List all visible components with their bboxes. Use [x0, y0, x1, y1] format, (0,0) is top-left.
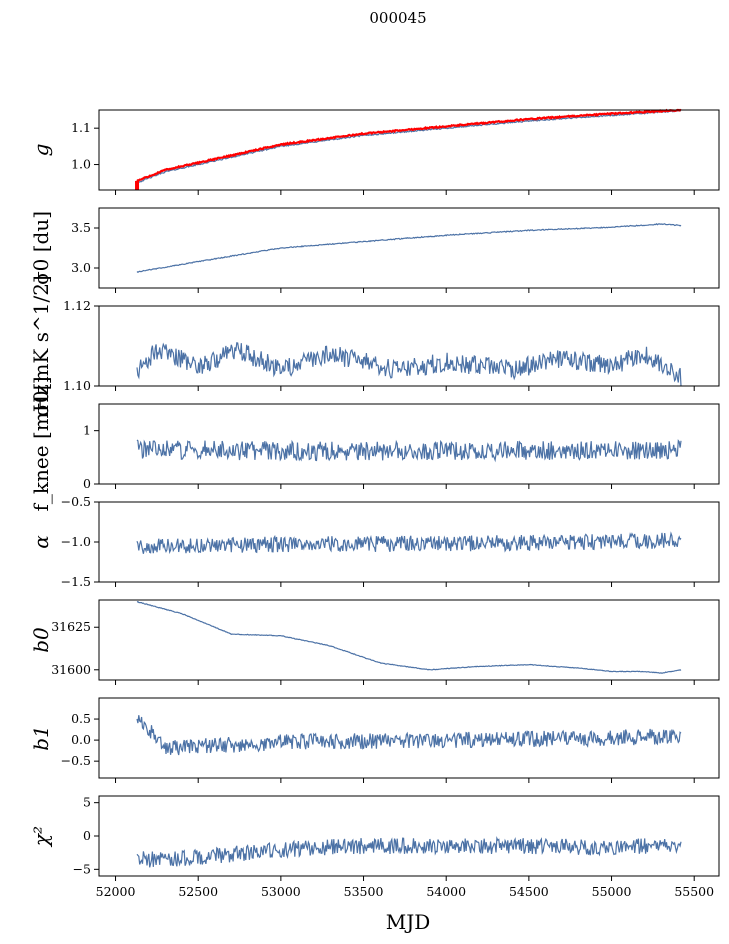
axes-frame — [98, 305, 720, 387]
series-line-5-1 — [136, 531, 682, 555]
y-axis-label: b1 — [29, 725, 53, 751]
axes-frame — [98, 697, 720, 779]
x-tick-label: 54500 — [509, 884, 549, 899]
series-line-2-1 — [136, 222, 682, 274]
y-tick-label: 1.1 — [71, 120, 91, 135]
y-tick-label: 1 — [83, 423, 91, 438]
y-tick-label: 0 — [83, 476, 91, 491]
y-tick-label: 1.12 — [63, 298, 91, 313]
x-tick-label: 55500 — [674, 884, 714, 899]
y-tick-label: −5 — [73, 861, 91, 876]
y-axis-label: g — [29, 144, 53, 157]
y-tick-label: 31600 — [51, 662, 91, 677]
panels: 1.0 1.1 g 3.0 3.5 σ0 [du] 1.10 1.12 σ0[mK s^1/2]… — [29, 108, 720, 899]
panel-4: 0 1 f_knee [mHz] — [29, 377, 720, 512]
axes-frame — [98, 501, 720, 583]
series-line-1-2 — [136, 108, 682, 182]
series-line-8-1 — [136, 836, 682, 868]
y-axis-label: α — [29, 535, 53, 549]
y-tick-label: 0.0 — [71, 732, 91, 747]
axes-frame — [98, 795, 720, 877]
x-tick-label: 53500 — [344, 884, 384, 899]
y-axis-label: χ² — [29, 826, 53, 848]
y-axis-label: f_knee [mHz] — [29, 377, 53, 512]
panel-8: −5 0 5 52000 52500 53000 53500 54000 54500 55000 5… — [29, 795, 720, 899]
y-tick-label: −0.5 — [61, 753, 91, 768]
x-tick-label: 54000 — [426, 884, 466, 899]
x-tick-label: 52500 — [178, 884, 218, 899]
series-line-1-1 — [136, 109, 681, 184]
axes-frame — [98, 599, 720, 681]
x-tick-label: 53000 — [261, 884, 301, 899]
y-tick-label: 3.0 — [71, 260, 91, 275]
y-tick-label: 1.0 — [71, 157, 91, 172]
panel-1: 1.0 1.1 g — [29, 108, 720, 195]
calibration-marker — [135, 180, 140, 190]
axes-frame — [98, 207, 720, 289]
y-tick-label: 1.10 — [63, 378, 91, 393]
panel-5: −1.5 −1.0 −0.5 α — [29, 494, 720, 589]
x-axis-label: MJD — [386, 910, 431, 934]
y-tick-label: 3.5 — [71, 220, 91, 235]
series-line-6-1 — [136, 601, 682, 674]
axes-frame — [98, 109, 720, 191]
y-tick-label: 0.5 — [71, 711, 91, 726]
y-tick-label: 31625 — [51, 619, 91, 634]
axes-frame — [98, 403, 720, 485]
series-line-4-1 — [136, 439, 682, 463]
panel-3: 1.10 1.12 σ0[mK s^1/2] — [29, 275, 720, 417]
y-axis-label: b0 — [29, 627, 53, 653]
y-tick-label: −0.5 — [61, 494, 91, 509]
y-axis-label: σ0[mK s^1/2] — [29, 275, 53, 416]
y-tick-label: −1.0 — [61, 534, 91, 549]
x-tick-label: 52000 — [96, 884, 136, 899]
panel-7: −0.5 0.0 0.5 b1 — [29, 697, 720, 783]
series-line-7-1 — [136, 715, 682, 756]
series-line-3-1 — [136, 342, 682, 387]
panel-2: 3.0 3.5 σ0 [du] — [29, 207, 720, 293]
y-axis-label: σ0 [du] — [29, 211, 53, 285]
y-tick-label: 5 — [83, 795, 91, 810]
figure-title: 000045 — [369, 9, 426, 27]
x-tick-label: 55000 — [592, 884, 632, 899]
y-tick-label: 0 — [83, 828, 91, 843]
y-tick-label: −1.5 — [61, 574, 91, 589]
